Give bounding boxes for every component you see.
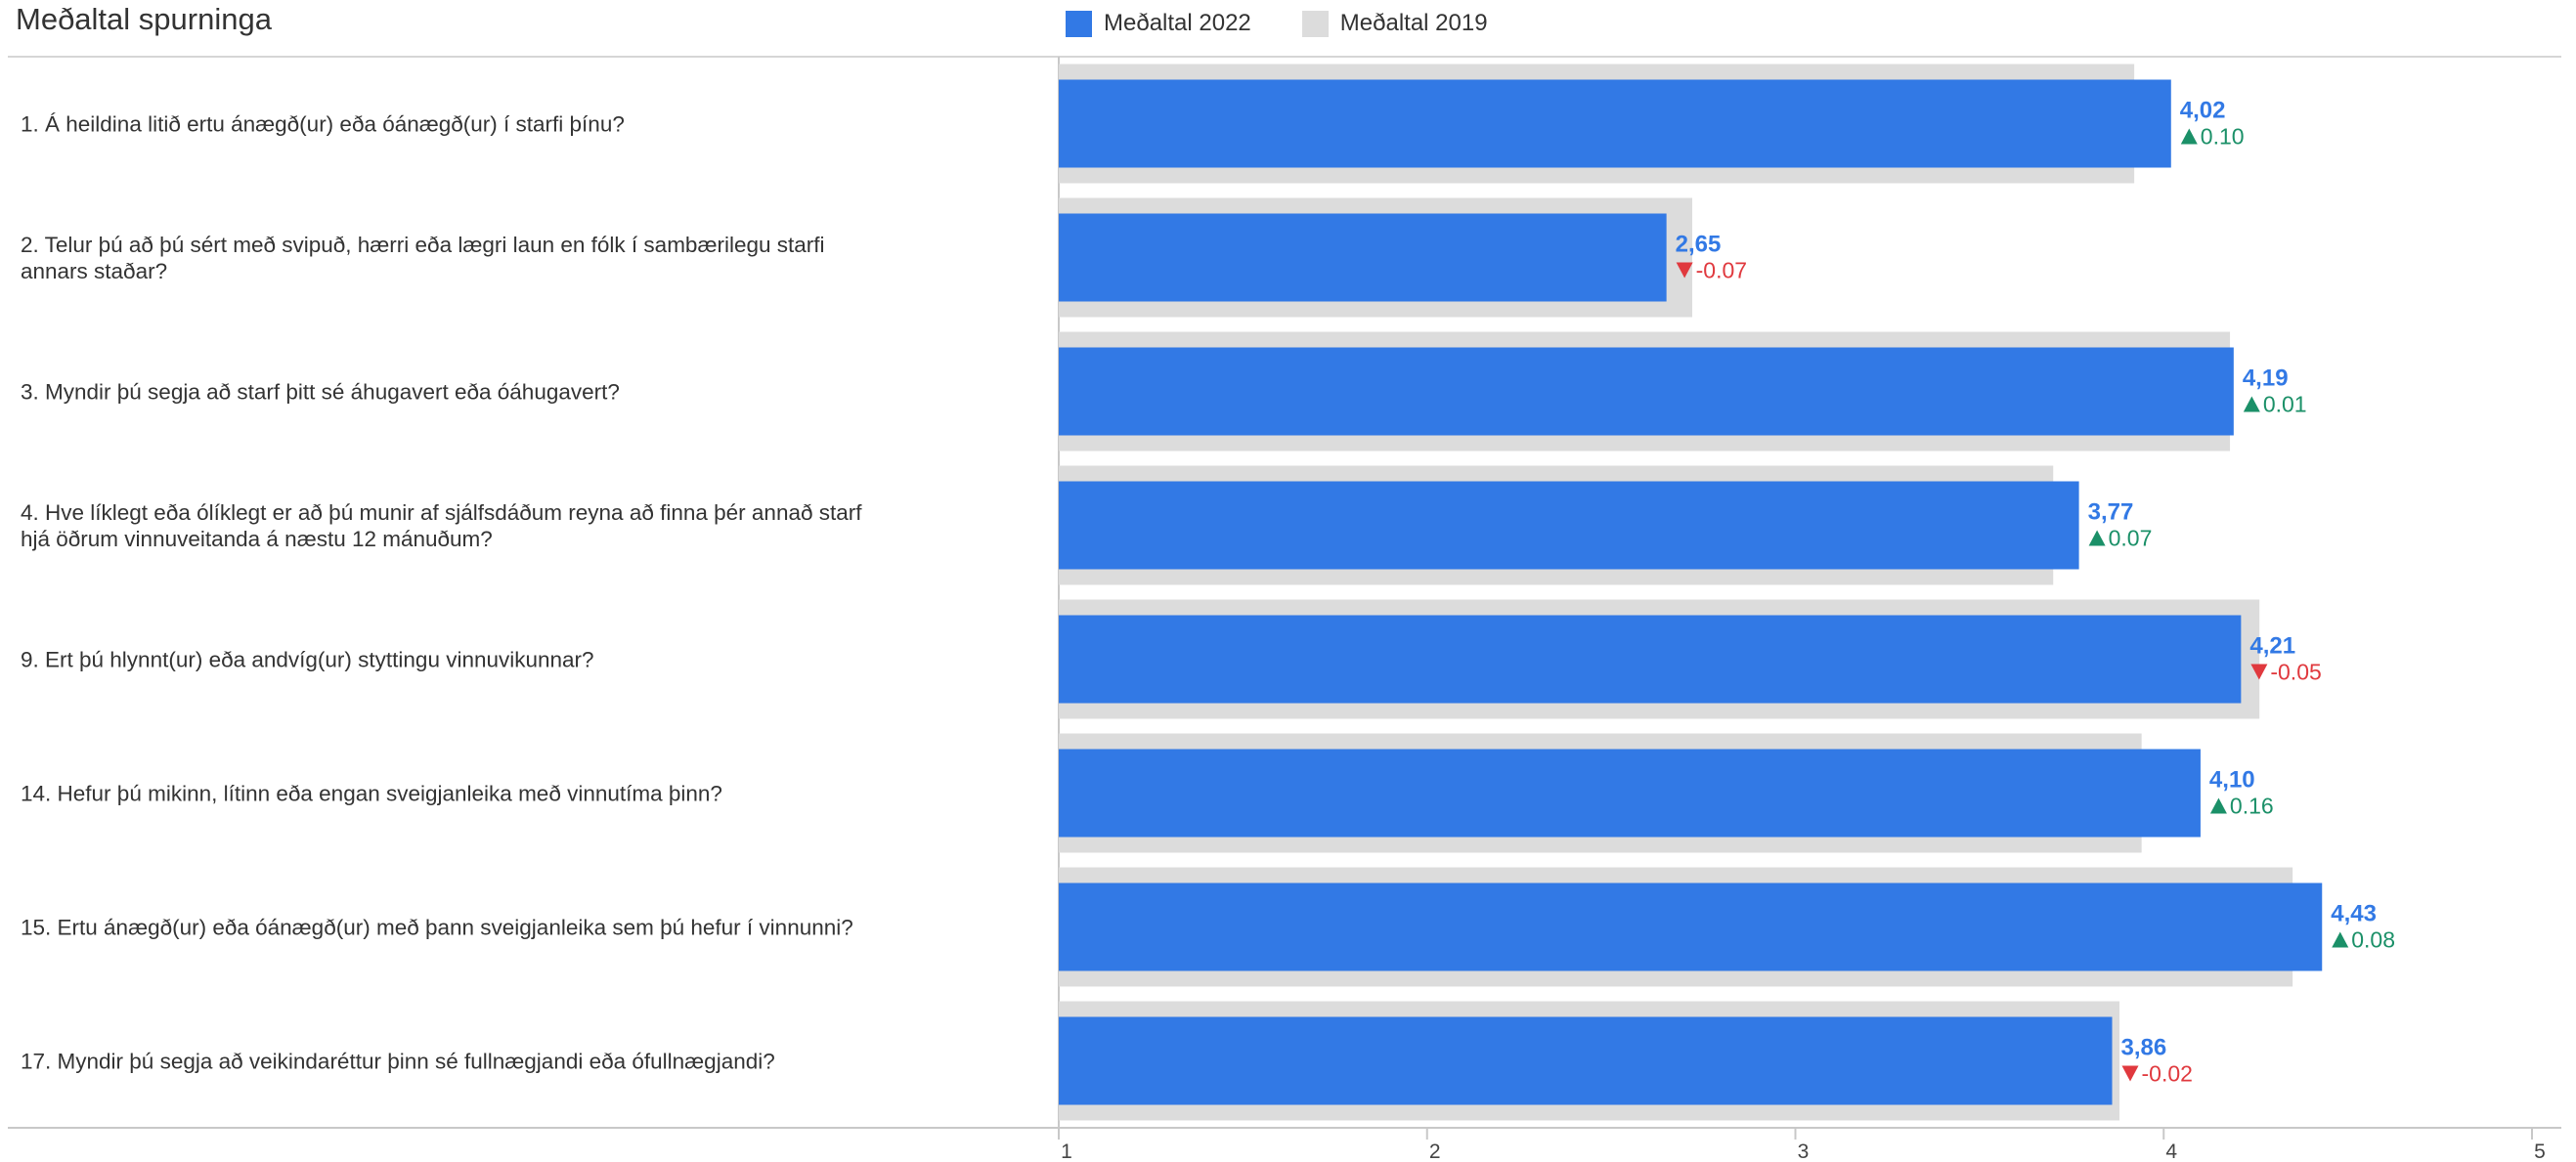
legend-label-current: Meðaltal 2022 [1104,10,1251,36]
chart-legend: Meðaltal 2022 Meðaltal 2019 [1066,6,1539,41]
bar-2022-1[interactable] [1059,79,2171,168]
triangle-up-icon [2332,931,2349,948]
bar-2022-5[interactable] [1059,615,2242,704]
triangle-down-icon [1676,262,1693,279]
x-tick-label-3: 3 [1798,1140,1810,1162]
legend-label-previous: Meðaltal 2019 [1339,10,1488,36]
category-label-3: 3. Myndir þú segja að starf þitt sé áhug… [21,380,620,405]
value-label-1: 4,02 [2180,98,2226,124]
triangle-up-icon [2209,797,2227,814]
value-label-5: 4,21 [2249,633,2295,660]
chart-title: Meðaltal spurninga [16,2,272,36]
triangle-up-icon [2180,128,2198,145]
triangle-down-icon [2250,664,2268,680]
legend-item-current[interactable]: Meðaltal 2022 [1066,10,1251,37]
change-label-4: 0.07 [2109,526,2153,551]
legend-swatch-previous [1301,10,1329,37]
bar-2022-2[interactable] [1059,213,1667,302]
x-tick-label-5: 5 [2534,1140,2546,1162]
category-label-8: 17. Myndir þú segja að veikindaréttur þi… [21,1050,775,1074]
change-label-5: -0.05 [2270,660,2321,685]
x-tick-label-2: 2 [1429,1140,1441,1162]
value-label-2: 2,65 [1676,232,1722,258]
triangle-up-icon [2243,396,2260,412]
bar-2022-7[interactable] [1059,882,2323,971]
value-label-3: 4,19 [2243,366,2289,392]
triangle-up-icon [2088,530,2106,546]
value-label-4: 3,77 [2088,499,2134,526]
category-label-7: 15. Ertu ánægð(ur) eða óánægð(ur) með þa… [21,916,853,940]
change-label-8: -0.02 [2142,1061,2193,1087]
bar-2022-6[interactable] [1059,749,2201,838]
bar-2022-4[interactable] [1059,481,2079,570]
change-label-6: 0.16 [2230,794,2274,819]
x-tick-label-1: 1 [1061,1140,1072,1162]
bar-2022-3[interactable] [1059,347,2234,436]
triangle-down-icon [2121,1065,2139,1082]
category-label-4: 4. Hve líklegt eða ólíklegt er að þú mun… [21,500,862,551]
legend-swatch-current [1066,10,1092,37]
change-label-3: 0.01 [2263,392,2307,417]
change-label-7: 0.08 [2351,927,2395,953]
category-label-6: 14. Hefur þú mikinn, lítinn eða engan sv… [21,782,722,806]
x-tick-label-4: 4 [2165,1140,2177,1162]
value-label-7: 4,43 [2331,901,2377,927]
value-label-6: 4,10 [2209,767,2255,794]
legend-item-previous[interactable]: Meðaltal 2019 [1301,10,1488,37]
category-label-5: 9. Ert þú hlynnt(ur) eða andvíg(ur) styt… [21,648,594,672]
change-label-1: 0.10 [2201,124,2245,150]
category-label-1: 1. Á heildina litið ertu ánægð(ur) eða ó… [21,112,625,137]
change-label-2: -0.07 [1696,258,1747,283]
category-label-2: 2. Telur þú að þú sért með svipuð, hærri… [21,233,825,283]
value-label-8: 3,86 [2121,1035,2167,1061]
bar-2022-8[interactable] [1059,1016,2113,1105]
